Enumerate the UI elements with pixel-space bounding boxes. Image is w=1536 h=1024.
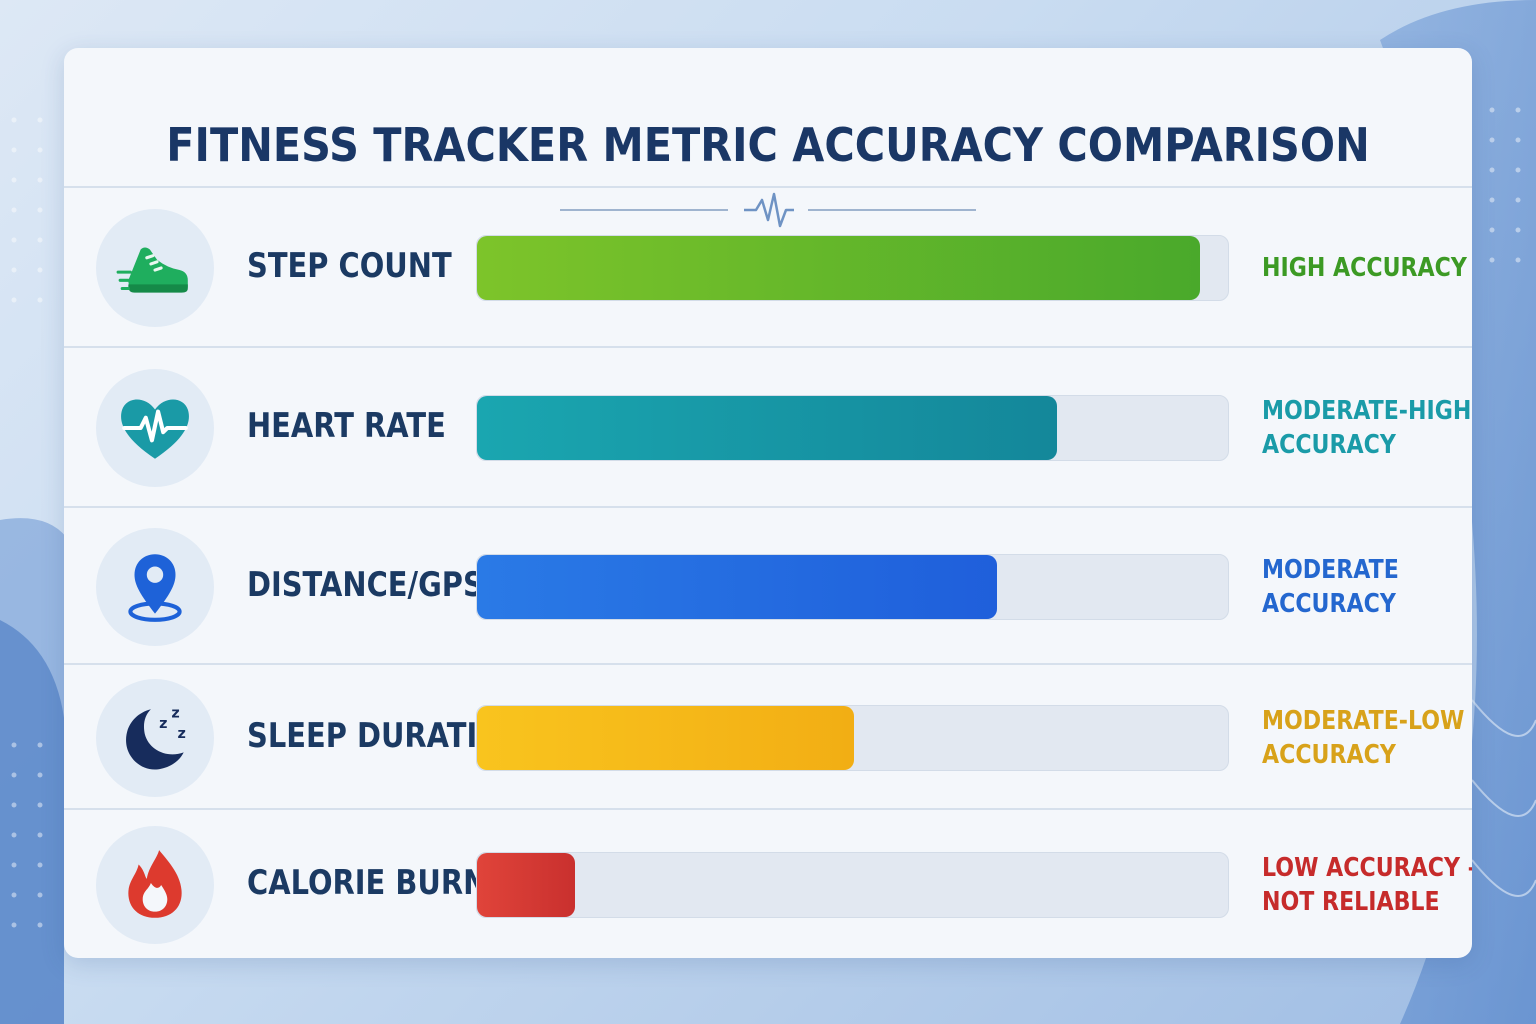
bar bbox=[477, 396, 1057, 460]
chart-row: CALORIE BURN LOW ACCURACY – NOT RELIABLE bbox=[64, 808, 1472, 958]
chart-row: HEART RATE MODERATE-HIGH ACCURACY bbox=[64, 346, 1472, 506]
bar bbox=[477, 705, 854, 770]
running-shoe-icon bbox=[96, 209, 214, 327]
accuracy-label: MODERATE ACCURACY bbox=[1262, 553, 1399, 621]
accuracy-label: MODERATE-LOW ACCURACY bbox=[1262, 704, 1464, 772]
chart-row: z z z SLEEP DURATION MODERATE-LOW ACCURACY bbox=[64, 663, 1472, 808]
category-label: DISTANCE/GPS bbox=[247, 564, 484, 605]
accuracy-label: LOW ACCURACY – NOT RELIABLE bbox=[1262, 851, 1472, 919]
accuracy-label-line: MODERATE-HIGH bbox=[1262, 396, 1472, 426]
chart-card: FITNESS TRACKER METRIC ACCURACY COMPARIS… bbox=[64, 48, 1472, 958]
bar bbox=[477, 236, 1200, 300]
bar-track bbox=[476, 395, 1229, 461]
bar-track bbox=[476, 704, 1229, 771]
heart-pulse-icon bbox=[96, 369, 214, 487]
bar-track bbox=[476, 235, 1229, 301]
accuracy-label-line: NOT RELIABLE bbox=[1262, 887, 1440, 917]
accuracy-label-line: MODERATE bbox=[1262, 554, 1399, 585]
bar-track bbox=[476, 553, 1229, 620]
svg-text:z: z bbox=[178, 726, 186, 742]
accuracy-label-line: ACCURACY bbox=[1262, 739, 1396, 770]
chart-row: DISTANCE/GPS MODERATE ACCURACY bbox=[64, 506, 1472, 663]
accuracy-label-line: MODERATE-LOW bbox=[1262, 705, 1465, 736]
bar bbox=[477, 554, 997, 619]
category-label: HEART RATE bbox=[247, 406, 446, 446]
category-label: STEP COUNT bbox=[247, 246, 452, 286]
accuracy-label: MODERATE-HIGH ACCURACY bbox=[1262, 394, 1471, 462]
svg-text:z: z bbox=[171, 705, 179, 721]
accuracy-label-line: ACCURACY bbox=[1262, 588, 1396, 619]
accuracy-label-line: HIGH ACCURACY bbox=[1262, 253, 1467, 283]
accuracy-label-line: LOW ACCURACY – bbox=[1262, 853, 1472, 883]
svg-text:z: z bbox=[159, 715, 167, 731]
accuracy-label: HIGH ACCURACY bbox=[1262, 251, 1467, 285]
flame-icon bbox=[96, 826, 214, 944]
chart-title: FITNESS TRACKER METRIC ACCURACY COMPARIS… bbox=[166, 118, 1370, 172]
pulse-divider-icon bbox=[560, 192, 976, 228]
category-label: CALORIE BURN bbox=[247, 863, 488, 903]
chart-row: STEP COUNT HIGH ACCURACY bbox=[64, 186, 1472, 346]
accuracy-label-line: ACCURACY bbox=[1262, 430, 1396, 460]
bar-track bbox=[476, 852, 1229, 918]
location-pin-icon bbox=[96, 527, 214, 646]
bar bbox=[477, 853, 575, 917]
